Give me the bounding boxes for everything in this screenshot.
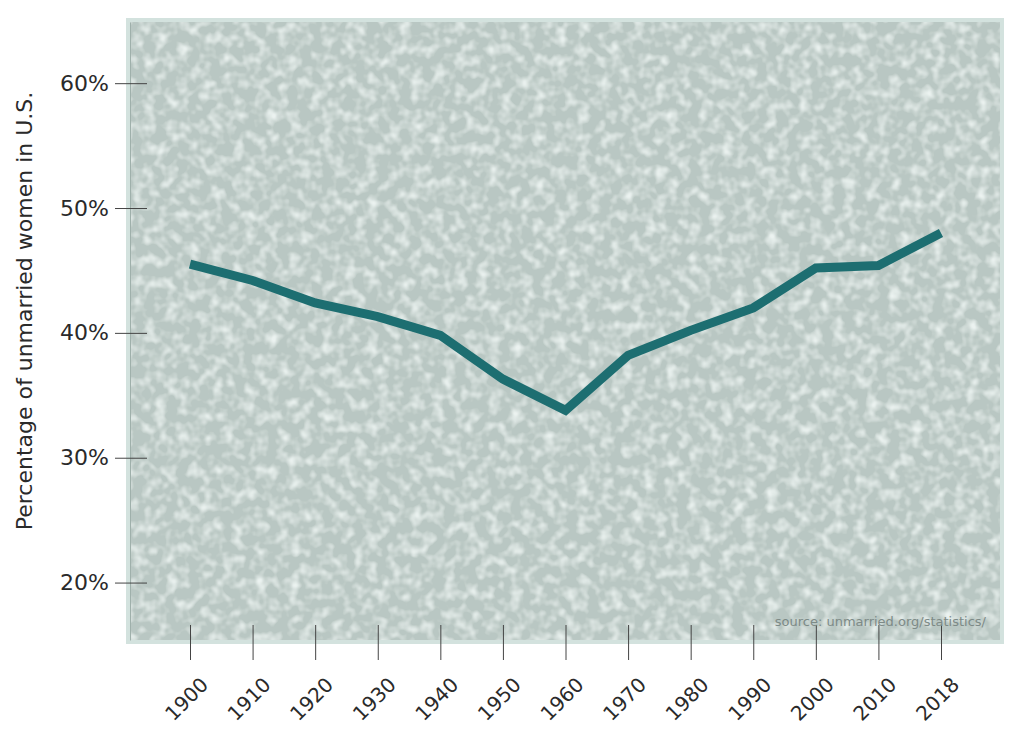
x-tick-label: 1950 <box>473 673 526 726</box>
x-tick-mark <box>691 625 692 660</box>
data-line <box>190 233 941 410</box>
x-tick-label: 1930 <box>348 673 401 726</box>
y-tick: 50% <box>60 196 147 221</box>
x-tick-label: 1960 <box>536 673 589 726</box>
x-tick-mark <box>878 625 879 660</box>
x-tick-mark <box>628 625 629 660</box>
x-tick: 2010 <box>848 625 901 725</box>
y-tick-mark <box>115 583 147 584</box>
y-tick-mark <box>115 208 147 209</box>
y-axis-title: Percentage of unmarried women in U.S. <box>12 92 37 531</box>
y-tick: 30% <box>60 445 147 470</box>
x-tick-mark <box>253 625 254 660</box>
x-tick-label: 1980 <box>661 673 714 726</box>
y-tick-mark <box>115 333 147 334</box>
x-tick: 1960 <box>536 625 589 725</box>
x-tick-label: 1970 <box>598 673 651 726</box>
x-tick-mark <box>753 625 754 660</box>
x-tick: 1990 <box>723 625 776 725</box>
x-tick: 2000 <box>786 625 839 725</box>
x-tick-label: 2018 <box>911 673 964 726</box>
chart: 20%30%40%50%60%1900191019201930194019501… <box>0 0 1024 736</box>
y-axis: 20% 30% 40% 50% 60% <box>60 23 147 641</box>
y-tick-label: 20% <box>60 570 109 595</box>
x-tick-label: 1900 <box>160 673 213 726</box>
y-tick-label: 60% <box>60 71 109 96</box>
x-tick-label: 2010 <box>848 673 901 726</box>
x-axis: 1900191019201930194019501960197019801990… <box>160 625 964 725</box>
y-tick: 20% <box>60 570 147 595</box>
plot-background <box>130 22 1000 640</box>
x-tick-mark <box>378 625 379 660</box>
source-note: source: unmarried.org/statistics/ <box>775 614 987 629</box>
x-tick: 2018 <box>911 625 964 725</box>
y-tick-label: 30% <box>60 445 109 470</box>
x-tick: 1920 <box>285 625 338 725</box>
y-tick-mark <box>115 83 147 84</box>
y-axis-line <box>130 23 131 641</box>
x-tick-mark <box>503 625 504 660</box>
x-tick-mark <box>315 625 316 660</box>
y-tick: 60% <box>60 71 147 96</box>
panel-border <box>126 18 1004 644</box>
x-tick: 1900 <box>160 625 213 725</box>
x-tick: 1980 <box>661 625 714 725</box>
x-tick-label: 1920 <box>285 673 338 726</box>
x-tick-mark <box>566 625 567 660</box>
x-tick: 1940 <box>410 625 463 725</box>
y-tick-label: 50% <box>60 196 109 221</box>
x-tick-label: 1910 <box>223 673 276 726</box>
x-tick: 1950 <box>473 625 526 725</box>
x-tick: 1930 <box>348 625 401 725</box>
x-tick-mark <box>440 625 441 660</box>
x-tick: 1910 <box>223 625 276 725</box>
x-tick: 1970 <box>598 625 651 725</box>
y-tick-label: 40% <box>60 320 109 345</box>
x-tick-mark <box>816 625 817 660</box>
x-tick-label: 1990 <box>723 673 776 726</box>
x-tick-mark <box>941 625 942 660</box>
y-tick-mark <box>115 458 147 459</box>
y-tick: 40% <box>60 320 147 345</box>
x-tick-label: 1940 <box>410 673 463 726</box>
plot-area <box>190 233 941 410</box>
x-tick-mark <box>190 625 191 660</box>
x-tick-label: 2000 <box>786 673 839 726</box>
